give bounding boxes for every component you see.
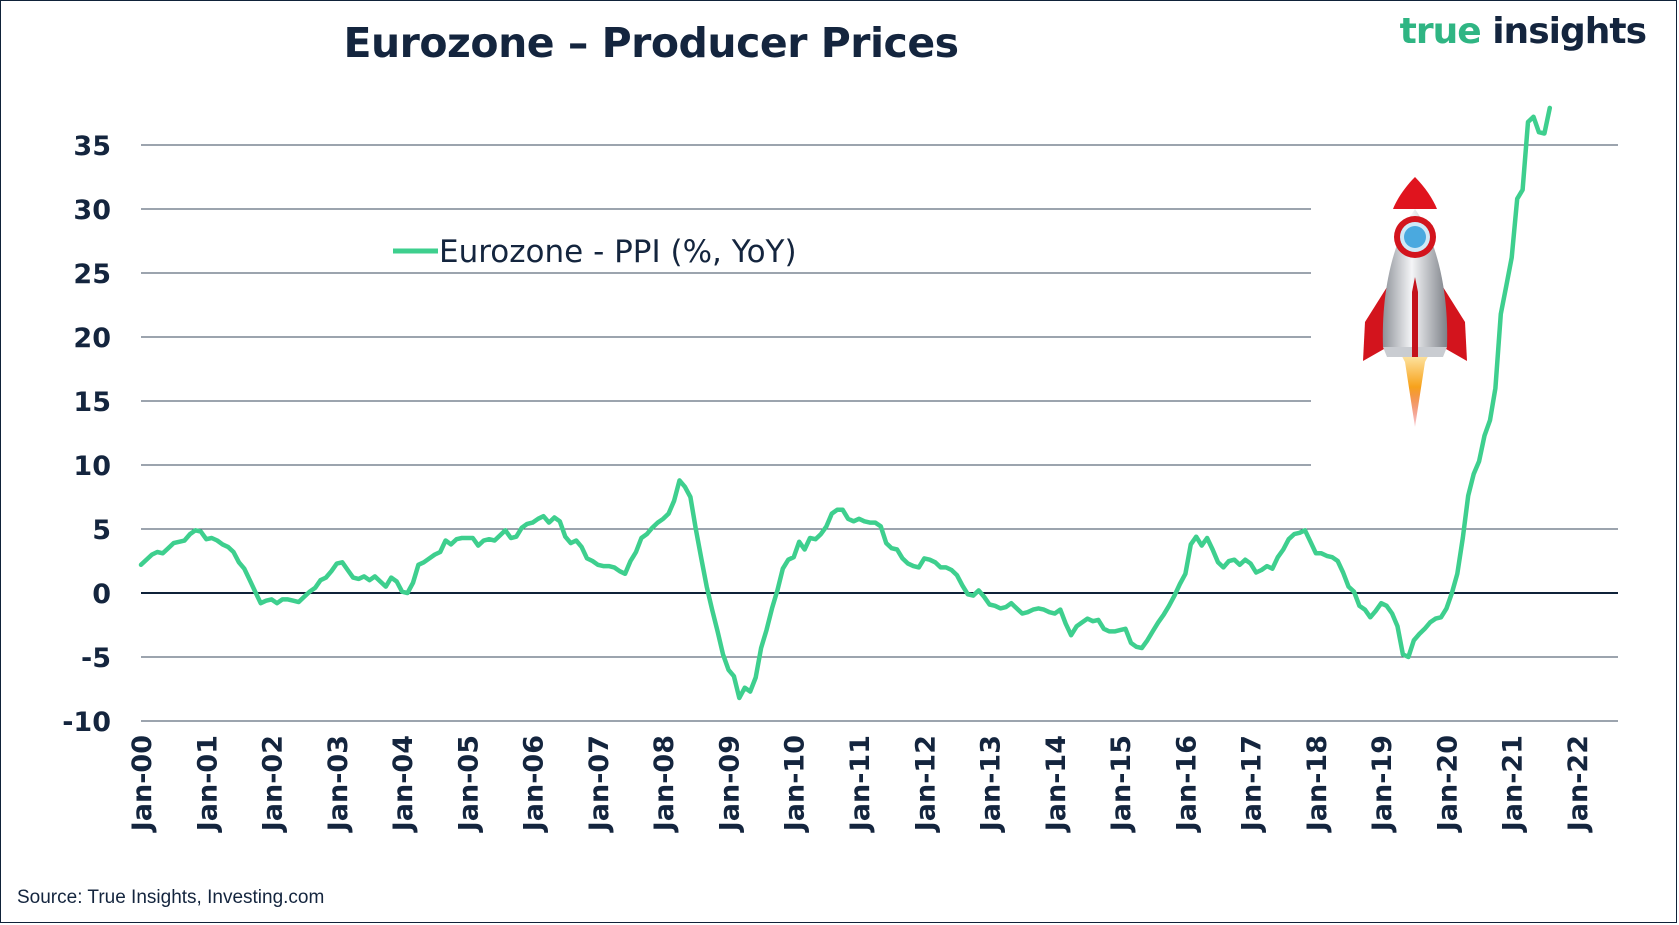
- x-tick-label: Jan-16: [1171, 735, 1202, 833]
- x-tick-label: Jan-05: [453, 735, 484, 833]
- x-tick-label: Jan-01: [192, 735, 223, 833]
- legend-label: Eurozone - PPI (%, YoY): [439, 234, 797, 270]
- y-axis-ticks: 35 30 25 20 15 10 5 0 -5 -10: [62, 131, 111, 738]
- y-tick-label: 10: [73, 451, 111, 482]
- grid-lines: [141, 144, 1618, 722]
- y-tick-label: 30: [73, 195, 111, 226]
- chart-title: Eurozone – Producer Prices: [343, 19, 959, 67]
- x-tick-label: Jan-02: [258, 735, 289, 833]
- x-tick-label: Jan-08: [649, 735, 680, 833]
- x-tick-label: Jan-13: [976, 735, 1007, 833]
- x-axis-ticks: Jan-00 Jan-01 Jan-02 Jan-03 Jan-04 Jan-05 Jan-…: [127, 735, 1594, 833]
- brand-logo: true insights: [1399, 11, 1647, 52]
- x-tick-label: Jan-18: [1302, 735, 1333, 833]
- x-tick-label: Jan-12: [910, 735, 941, 833]
- x-tick-label: Jan-06: [519, 735, 550, 833]
- x-tick-label: Jan-03: [323, 735, 354, 833]
- x-tick-label: Jan-09: [714, 735, 745, 833]
- x-tick-label: Jan-21: [1498, 735, 1529, 833]
- x-tick-label: Jan-17: [1237, 735, 1268, 833]
- x-tick-label: Jan-10: [780, 735, 811, 833]
- logo-word-insights: insights: [1492, 11, 1647, 52]
- y-tick-label: 25: [73, 259, 111, 290]
- y-tick-label: 20: [73, 323, 111, 354]
- x-tick-label: Jan-07: [584, 735, 615, 833]
- legend: Eurozone - PPI (%, YoY): [393, 234, 797, 270]
- source-note: Source: True Insights, Investing.com: [17, 887, 325, 908]
- x-tick-label: Jan-11: [845, 735, 876, 833]
- x-tick-label: Jan-22: [1563, 735, 1594, 833]
- y-tick-label: -5: [81, 643, 111, 674]
- series-layer: [138, 105, 1553, 701]
- x-tick-label: Jan-19: [1367, 735, 1398, 833]
- x-tick-label: Jan-20: [1432, 735, 1463, 833]
- y-tick-label: 5: [92, 515, 111, 546]
- x-tick-label: Jan-00: [127, 735, 158, 833]
- rocket-icon: [1363, 177, 1467, 427]
- series-line-eurozone-ppi: [138, 105, 1553, 701]
- y-tick-label: 0: [92, 579, 111, 610]
- x-tick-label: Jan-15: [1106, 735, 1137, 833]
- logo-word-true: true: [1399, 11, 1482, 52]
- y-tick-label: 15: [73, 387, 111, 418]
- y-tick-label: 35: [73, 131, 111, 162]
- x-tick-label: Jan-04: [388, 735, 419, 833]
- x-tick-label: Jan-14: [1041, 735, 1072, 833]
- y-tick-label: -10: [62, 707, 111, 738]
